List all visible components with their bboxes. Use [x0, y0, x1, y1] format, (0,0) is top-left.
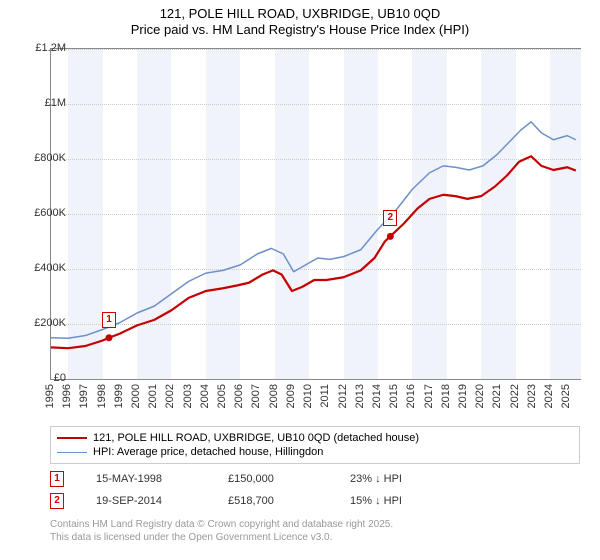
- x-axis-label: 2007: [250, 384, 262, 408]
- x-axis-label: 2021: [491, 384, 503, 408]
- x-axis-label: 2009: [285, 384, 297, 408]
- x-axis-label: 2011: [319, 384, 331, 408]
- legend-swatch-property: [57, 437, 87, 439]
- transaction-marker: 2: [383, 210, 397, 226]
- legend-label-property: 121, POLE HILL ROAD, UXBRIDGE, UB10 0QD …: [93, 432, 419, 444]
- x-axis-label: 1997: [78, 384, 90, 408]
- title-subtitle: Price paid vs. HM Land Registry's House …: [0, 22, 600, 38]
- y-axis-label: £400K: [22, 262, 66, 274]
- x-axis-label: 2010: [302, 384, 314, 408]
- x-axis-label: 2006: [233, 384, 245, 408]
- tx-date: 19-SEP-2014: [96, 495, 196, 507]
- x-axis-label: 2016: [405, 384, 417, 408]
- y-axis-label: £1.2M: [22, 42, 66, 54]
- y-axis-label: £600K: [22, 207, 66, 219]
- y-axis-label: £800K: [22, 152, 66, 164]
- transaction-row: 2 19-SEP-2014 £518,700 15% ↓ HPI: [50, 490, 402, 512]
- x-axis-label: 2025: [560, 384, 572, 408]
- x-axis-label: 2002: [164, 384, 176, 408]
- x-axis-label: 2022: [509, 384, 521, 408]
- x-axis-label: 2001: [147, 384, 159, 408]
- title-address: 121, POLE HILL ROAD, UXBRIDGE, UB10 0QD: [0, 6, 600, 22]
- tx-delta: 23% ↓ HPI: [350, 473, 402, 485]
- x-axis-label: 2020: [474, 384, 486, 408]
- x-axis-label: 2017: [423, 384, 435, 408]
- legend-row-hpi: HPI: Average price, detached house, Hill…: [57, 445, 573, 459]
- tx-delta: 15% ↓ HPI: [350, 495, 402, 507]
- x-axis-label: 2004: [199, 384, 211, 408]
- x-axis-label: 1999: [113, 384, 125, 408]
- x-axis-label: 2000: [130, 384, 142, 408]
- y-axis-label: £200K: [22, 317, 66, 329]
- transaction-marker: 1: [102, 312, 116, 328]
- legend-row-property: 121, POLE HILL ROAD, UXBRIDGE, UB10 0QD …: [57, 431, 573, 445]
- transaction-table: 1 15-MAY-1998 £150,000 23% ↓ HPI 2 19-SEP-201…: [50, 468, 402, 512]
- chart-lines-svg: [51, 49, 581, 379]
- x-axis-label: 2024: [543, 384, 555, 408]
- footer-line2: This data is licensed under the Open Gov…: [50, 531, 393, 544]
- tx-price: £150,000: [228, 473, 318, 485]
- tx-marker-icon: 2: [50, 493, 64, 509]
- tx-marker-icon: 1: [50, 471, 64, 487]
- transaction-row: 1 15-MAY-1998 £150,000 23% ↓ HPI: [50, 468, 402, 490]
- x-axis-label: 2005: [216, 384, 228, 408]
- y-axis-label: £1M: [22, 97, 66, 109]
- x-axis-label: 2008: [268, 384, 280, 408]
- chart-plot-area: 12: [50, 48, 581, 380]
- x-axis-label: 1995: [44, 384, 56, 408]
- tx-date: 15-MAY-1998: [96, 473, 196, 485]
- x-axis-label: 2018: [440, 384, 452, 408]
- footer: Contains HM Land Registry data © Crown c…: [50, 518, 393, 544]
- x-axis-label: 1996: [61, 384, 73, 408]
- x-axis-label: 2023: [526, 384, 538, 408]
- x-axis-label: 2014: [371, 384, 383, 408]
- x-axis-label: 2019: [457, 384, 469, 408]
- x-axis-label: 2013: [354, 384, 366, 408]
- legend: 121, POLE HILL ROAD, UXBRIDGE, UB10 0QD …: [50, 426, 580, 464]
- x-axis-label: 2015: [388, 384, 400, 408]
- y-axis-label: £0: [22, 372, 66, 384]
- x-axis-label: 2012: [337, 384, 349, 408]
- footer-line1: Contains HM Land Registry data © Crown c…: [50, 518, 393, 531]
- legend-label-hpi: HPI: Average price, detached house, Hill…: [93, 446, 323, 458]
- tx-price: £518,700: [228, 495, 318, 507]
- x-axis-label: 2003: [182, 384, 194, 408]
- title-block: 121, POLE HILL ROAD, UXBRIDGE, UB10 0QD …: [0, 0, 600, 39]
- legend-swatch-hpi: [57, 452, 87, 453]
- x-axis-label: 1998: [96, 384, 108, 408]
- chart-container: 121, POLE HILL ROAD, UXBRIDGE, UB10 0QD …: [0, 0, 600, 560]
